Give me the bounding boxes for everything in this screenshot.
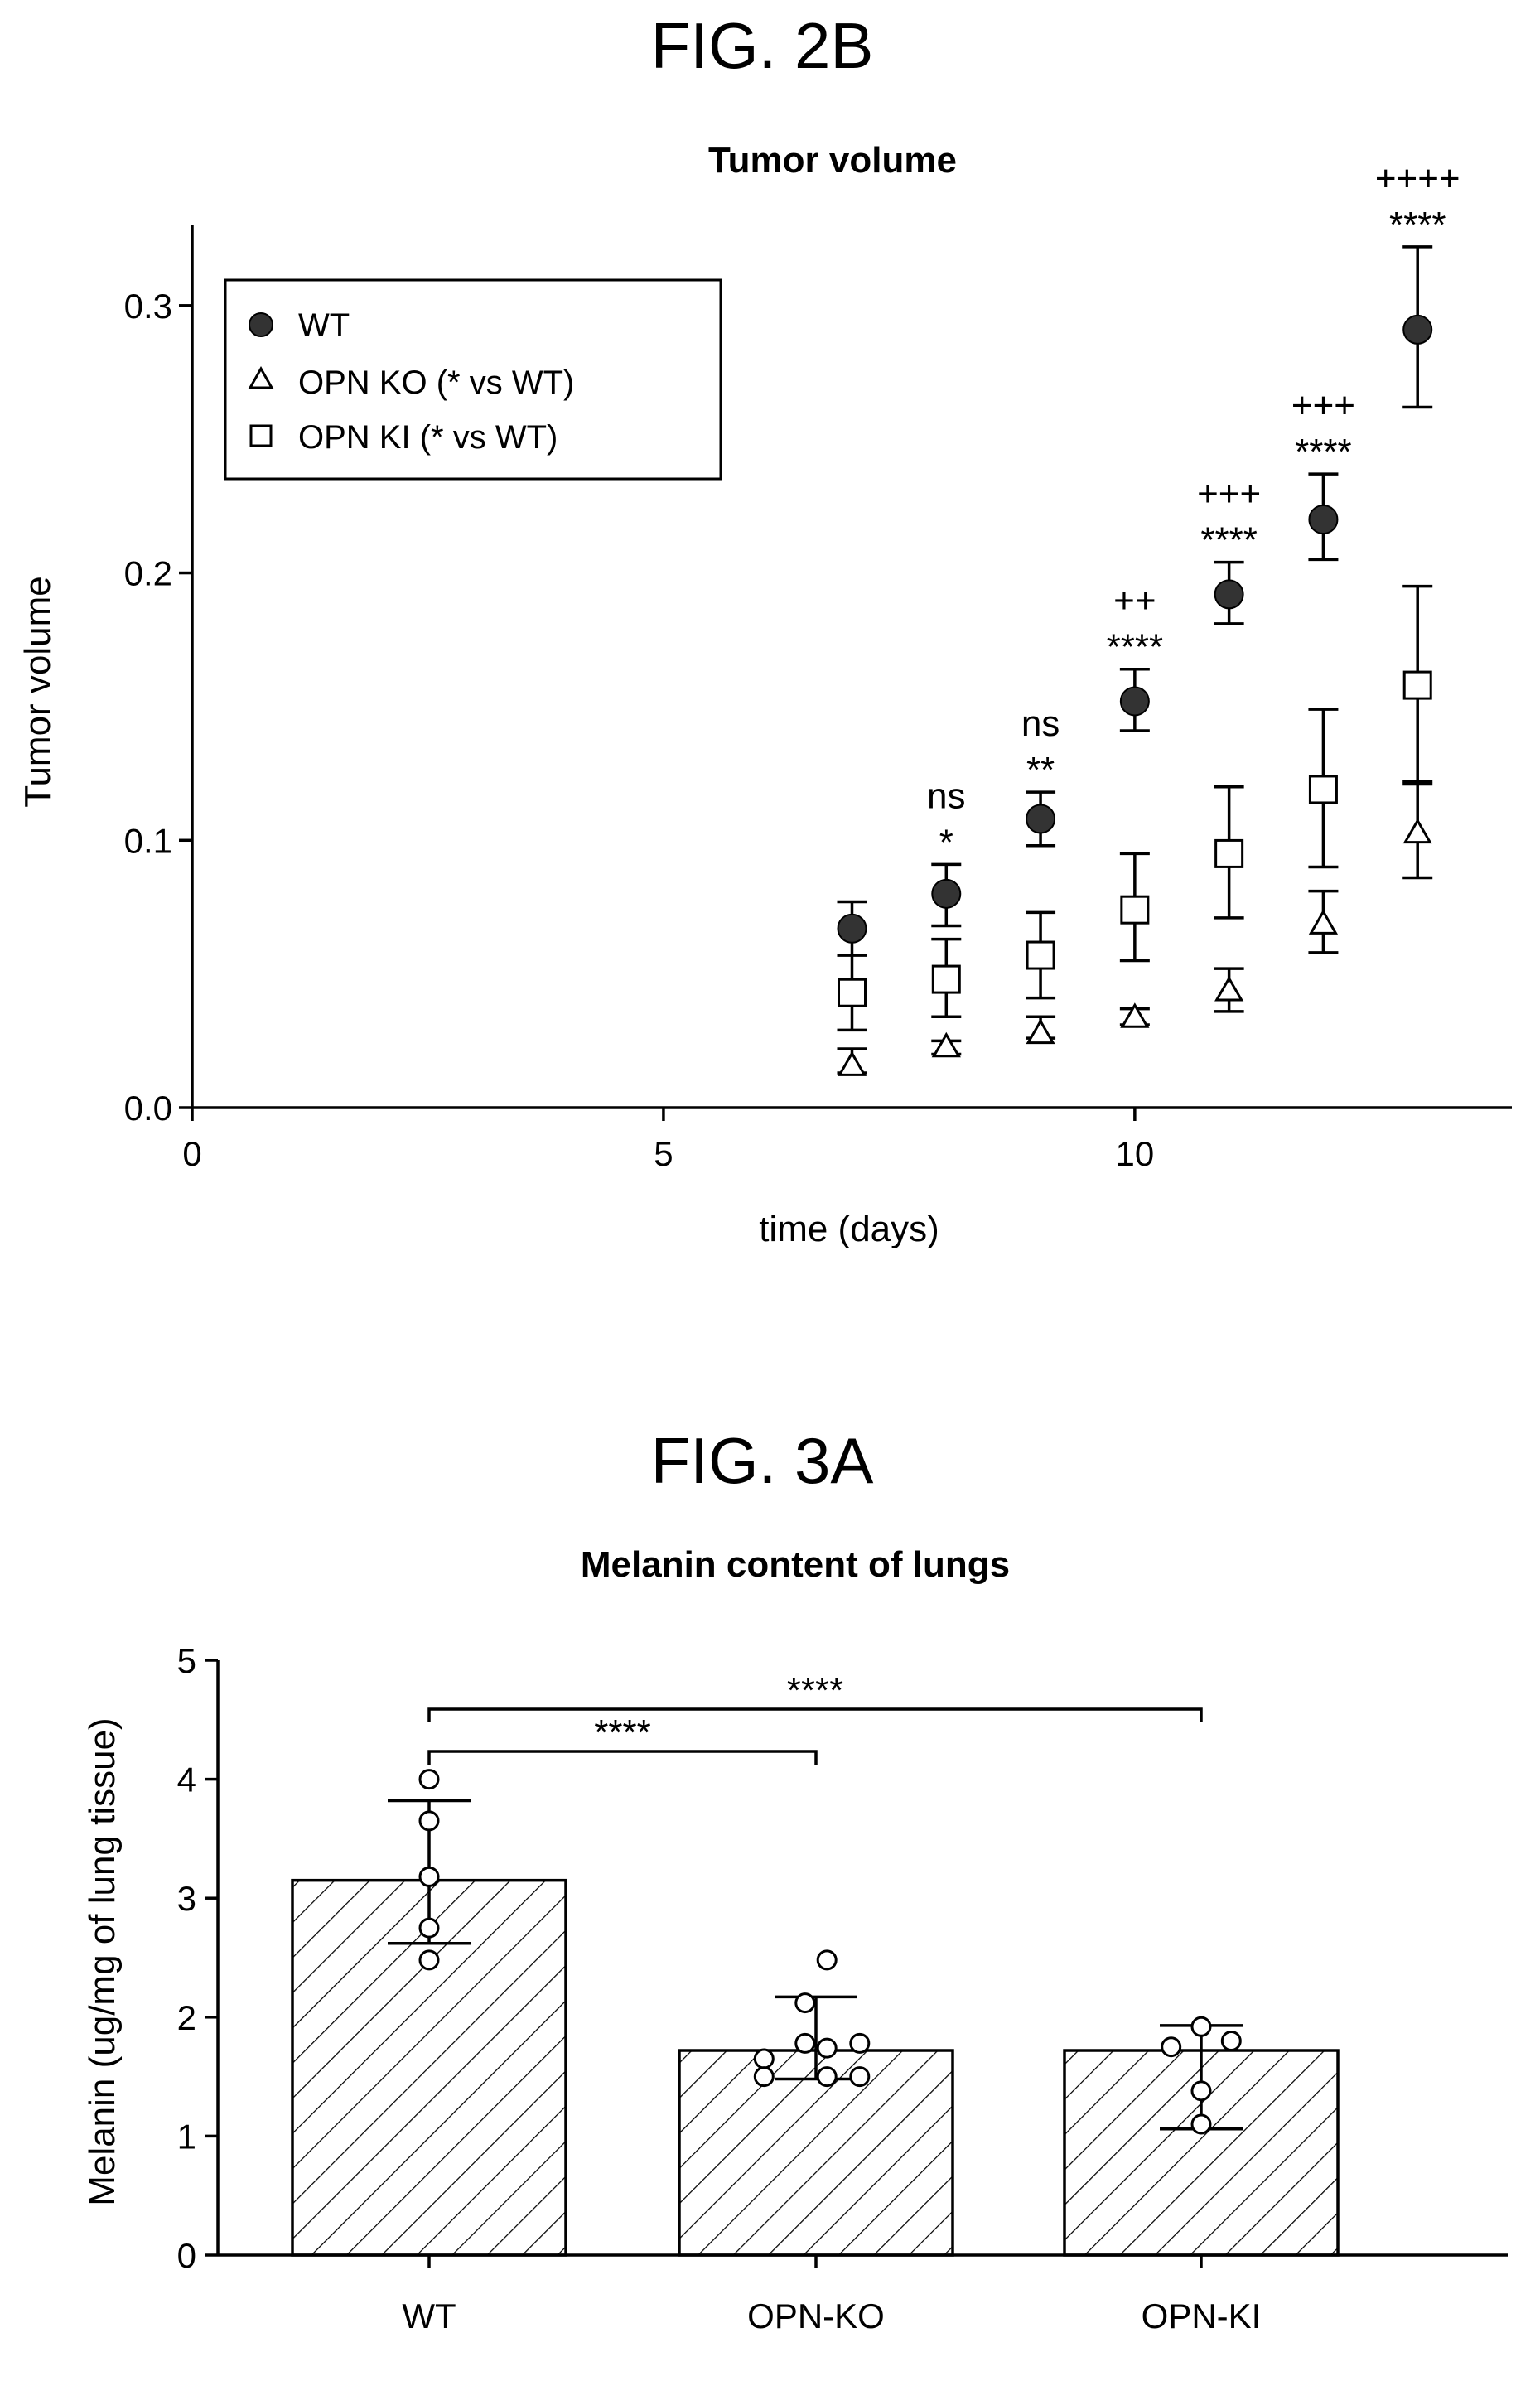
opn-ki-point (1120, 895, 1150, 925)
legend-label-ko: OPN KO (* vs WT) (298, 365, 574, 401)
plot-area-tumor: 0.0 0.1 0.2 0.3 0 5 10 ns * ns ** ++ **** +++ **** +++ *… (124, 158, 1512, 1173)
x-axis-label-tumor: time (days) (759, 1209, 939, 1249)
opn-ki-point (838, 978, 867, 1007)
opn-ko-point (1308, 909, 1339, 935)
data-point (816, 1949, 838, 1971)
opn-ki-point (1308, 775, 1338, 804)
data-point (849, 2066, 871, 2088)
significance-label: **** (1107, 627, 1164, 668)
y-tick-label: 4 (177, 1760, 196, 1799)
opn-ko-point (1026, 1018, 1055, 1045)
data-point (1220, 2031, 1242, 2052)
wt-point (1308, 505, 1339, 534)
bar (678, 2049, 954, 2257)
y-axis-label-melanin: Melanin (ug/mg of lung tissue) (82, 1717, 123, 2205)
wt-point (1214, 579, 1244, 610)
legend-label-ki: OPN KI (* vs WT) (298, 419, 558, 456)
opn-ki-point (931, 964, 961, 994)
data-point (1190, 2080, 1212, 2102)
opn-ki-point (1026, 940, 1055, 970)
significance-label: ** (1026, 750, 1055, 790)
figure-label-2b: FIG. 2B (651, 9, 874, 82)
x-tick-label: 5 (654, 1134, 673, 1173)
category-label: OPN-KI (1142, 2296, 1262, 2335)
legend-box (224, 278, 722, 481)
y-tick-label: 0.3 (124, 287, 172, 326)
significance-label: **** (594, 1712, 651, 1753)
significance-label: **** (1389, 205, 1446, 245)
data-point (794, 2032, 816, 2054)
wt-point (837, 913, 867, 944)
data-point (849, 2032, 871, 2054)
significance-label: * (939, 822, 953, 862)
y-tick-label: 0.0 (124, 1089, 172, 1128)
x-tick-label: 10 (1115, 1134, 1154, 1173)
opn-ko-point (931, 1031, 961, 1058)
opn-ko-point (1402, 818, 1432, 844)
data-point (418, 1866, 440, 1887)
opn-ko-point (1214, 975, 1244, 1002)
significance-label: +++ (1291, 385, 1355, 426)
data-point (418, 1949, 440, 1971)
plot-area-melanin: 0 1 2 3 4 5 WT OPN-KO OPN-KI **** **** (177, 1641, 1508, 2335)
category-label: WT (402, 2296, 456, 2335)
legend-label-wt: WT (298, 307, 350, 344)
y-tick-label: 5 (177, 1641, 196, 1680)
opn-ki-point (1214, 838, 1244, 868)
y-tick-label: 2 (177, 1998, 196, 2037)
significance-label: **** (1295, 432, 1352, 472)
wt-point (931, 878, 962, 909)
data-point (816, 2037, 838, 2059)
wt-point (1402, 314, 1433, 345)
x-tick-label: 0 (182, 1134, 201, 1173)
y-tick-label: 1 (177, 2117, 196, 2156)
data-point (816, 2066, 838, 2088)
data-point (418, 1769, 440, 1790)
significance-label: ns (927, 775, 965, 816)
opn-ki-point (1402, 670, 1432, 700)
y-tick-label: 3 (177, 1879, 196, 1918)
wt-point (1119, 686, 1150, 717)
legend: WT OPN KO (* vs WT) OPN KI (* vs WT) (224, 278, 722, 481)
chart-title-melanin: Melanin content of lungs (581, 1544, 1010, 1585)
significance-label: **** (1200, 520, 1258, 561)
opn-ko-point (837, 1050, 867, 1076)
opn-ko-point (1120, 1002, 1150, 1028)
significance-label: ns (1021, 703, 1060, 744)
significance-label: ++ (1113, 581, 1156, 621)
data-point (418, 1810, 440, 1832)
legend-marker-wt (249, 312, 273, 337)
figure-label-3a: FIG. 3A (651, 1424, 874, 1497)
data-point (753, 2048, 775, 2069)
significance-label: ++++ (1375, 158, 1460, 199)
y-axis-label-tumor: Tumor volume (17, 576, 58, 808)
chart-title-tumor: Tumor volume (708, 140, 957, 181)
data-point (418, 1917, 440, 1939)
legend-marker-ki (249, 424, 273, 447)
data-point (1190, 2113, 1212, 2135)
wt-point (1026, 804, 1056, 834)
significance-label: **** (787, 1670, 844, 1711)
y-tick-label: 0 (177, 2236, 196, 2275)
data-point (1190, 2016, 1212, 2037)
significance-bracket (427, 1750, 818, 1765)
category-label: OPN-KO (747, 2296, 885, 2335)
y-tick-label: 0.1 (124, 821, 172, 860)
data-point (794, 1992, 816, 2014)
significance-bracket (427, 1707, 1203, 1722)
significance-label: +++ (1197, 474, 1261, 514)
legend-marker-ko (248, 365, 274, 389)
data-point (1161, 2036, 1182, 2058)
y-tick-label: 0.2 (124, 554, 172, 593)
data-point (753, 2066, 775, 2088)
